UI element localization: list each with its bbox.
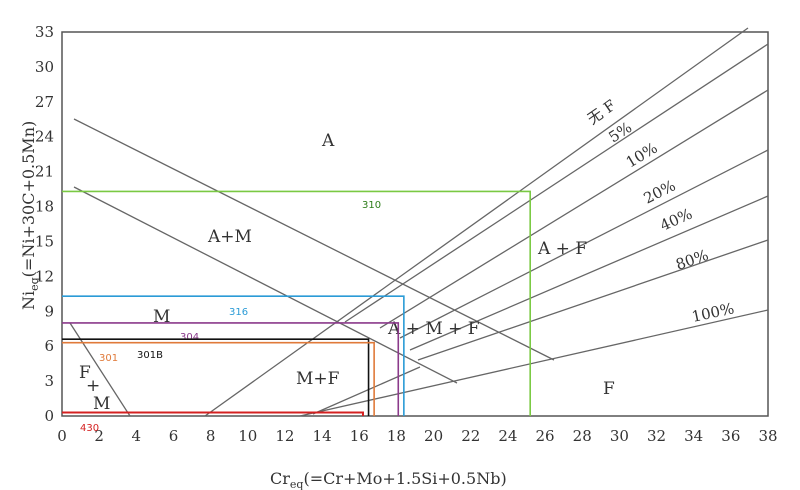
x-tick-label: 26 (536, 427, 555, 445)
ferrite-label-20: 20% (641, 176, 679, 207)
y-tick-label: 24 (35, 128, 54, 146)
x-tick-label: 2 (94, 427, 104, 445)
grade-430-label: 430 (80, 423, 99, 434)
y-tick-label: 15 (35, 232, 54, 250)
x-tick-label: 22 (461, 427, 480, 445)
plot-frame (61, 31, 769, 417)
y-tick-label: 9 (44, 302, 54, 320)
y-axis-title: Nieq(=Ni+30C+0.5Mn) (19, 121, 41, 310)
y-tick-label: 33 (35, 23, 54, 41)
region-a-m-f: A + M + F (387, 319, 480, 339)
boundary-mf-left (312, 366, 421, 415)
grade-310-bound (62, 190, 531, 416)
x-tick-label: 8 (206, 427, 216, 445)
x-tick-label: 38 (758, 427, 777, 445)
grade-301B-bound (62, 338, 370, 416)
region-f-m-bottom: M (93, 394, 110, 414)
ferrite-label-10: 10% (623, 139, 661, 172)
boundary-a-am (73, 118, 555, 361)
x-tick-label: 12 (275, 427, 294, 445)
ferrite-20 (399, 149, 769, 339)
ferrite-none (204, 27, 749, 417)
ferrite-10 (379, 89, 769, 329)
grade-301B-label: 301B (137, 350, 163, 361)
region-f: F (603, 379, 615, 399)
y-axis-title-rest: (=Ni+30C+0.5Mn) (19, 121, 38, 278)
grade-430-bound (62, 411, 364, 416)
x-tick-label: 14 (313, 427, 332, 445)
grade-316-bound (62, 295, 405, 416)
x-tick-label: 4 (132, 427, 142, 445)
x-tick-label: 10 (238, 427, 257, 445)
region-a-m: A+M (207, 227, 252, 247)
ferrite-80 (417, 239, 769, 361)
y-tick-label: 0 (44, 407, 54, 425)
grade-310-label: 310 (362, 200, 381, 211)
region-a: A (321, 131, 335, 151)
x-tick-label: 34 (684, 427, 703, 445)
ferrite-40 (409, 195, 769, 351)
grade-301-bound (62, 341, 375, 416)
x-tick-label: 16 (350, 427, 369, 445)
y-tick-label: 6 (44, 337, 54, 355)
x-tick-label: 6 (169, 427, 179, 445)
y-tick-label: 3 (44, 372, 54, 390)
ferrite-100 (299, 309, 769, 417)
x-tick-label: 0 (57, 427, 67, 445)
y-tick-label: 21 (35, 163, 54, 181)
x-tick-label: 30 (610, 427, 629, 445)
x-tick-label: 32 (647, 427, 666, 445)
x-tick-label: 24 (498, 427, 517, 445)
y-tick-label: 12 (35, 267, 54, 285)
x-tick-labels: 0 2 4 6 8 10 12 14 16 18 20 22 24 26 28 30 32 34 36 38 (57, 427, 777, 445)
x-tick-label: 18 (387, 427, 406, 445)
grade-316-label: 316 (229, 307, 248, 318)
y-tick-label: 30 (35, 58, 54, 76)
region-m-f: M+F (296, 369, 340, 389)
x-axis-title: Creq(=Cr+Mo+1.5Si+0.5Nb) (270, 469, 507, 490)
x-axis-title-rest: (=Cr+Mo+1.5Si+0.5Nb) (303, 469, 506, 488)
grade-304-bound (62, 322, 400, 416)
region-m: M (153, 307, 170, 327)
phase-boundaries (69, 27, 769, 417)
region-a-f: A + F (537, 239, 587, 259)
x-tick-label: 28 (573, 427, 592, 445)
y-axis-title-main: Ni (19, 291, 38, 310)
y-tick-label: 27 (35, 93, 54, 111)
steel-grade-markers: 310 316 304 301B 301 430 (62, 190, 531, 434)
region-f-m-top: F (79, 363, 91, 383)
ferrite-5 (344, 43, 769, 323)
x-tick-label: 20 (424, 427, 443, 445)
grade-301-label: 301 (99, 353, 118, 364)
ferrite-label-5: 5% (605, 118, 635, 146)
y-axis-title-sub: eq (28, 277, 41, 291)
x-axis-title-main: Cr (270, 469, 290, 488)
x-tick-label: 36 (721, 427, 740, 445)
x-axis-title-sub: eq (290, 478, 304, 490)
y-tick-label: 18 (35, 198, 54, 216)
boundary-am-m (73, 186, 458, 384)
region-f-m-plus: + (86, 376, 100, 396)
ferrite-label-80: 80% (673, 246, 710, 274)
grade-304-label: 304 (180, 332, 199, 343)
y-tick-labels: 0 3 6 9 12 15 18 21 24 27 30 33 (35, 23, 54, 425)
